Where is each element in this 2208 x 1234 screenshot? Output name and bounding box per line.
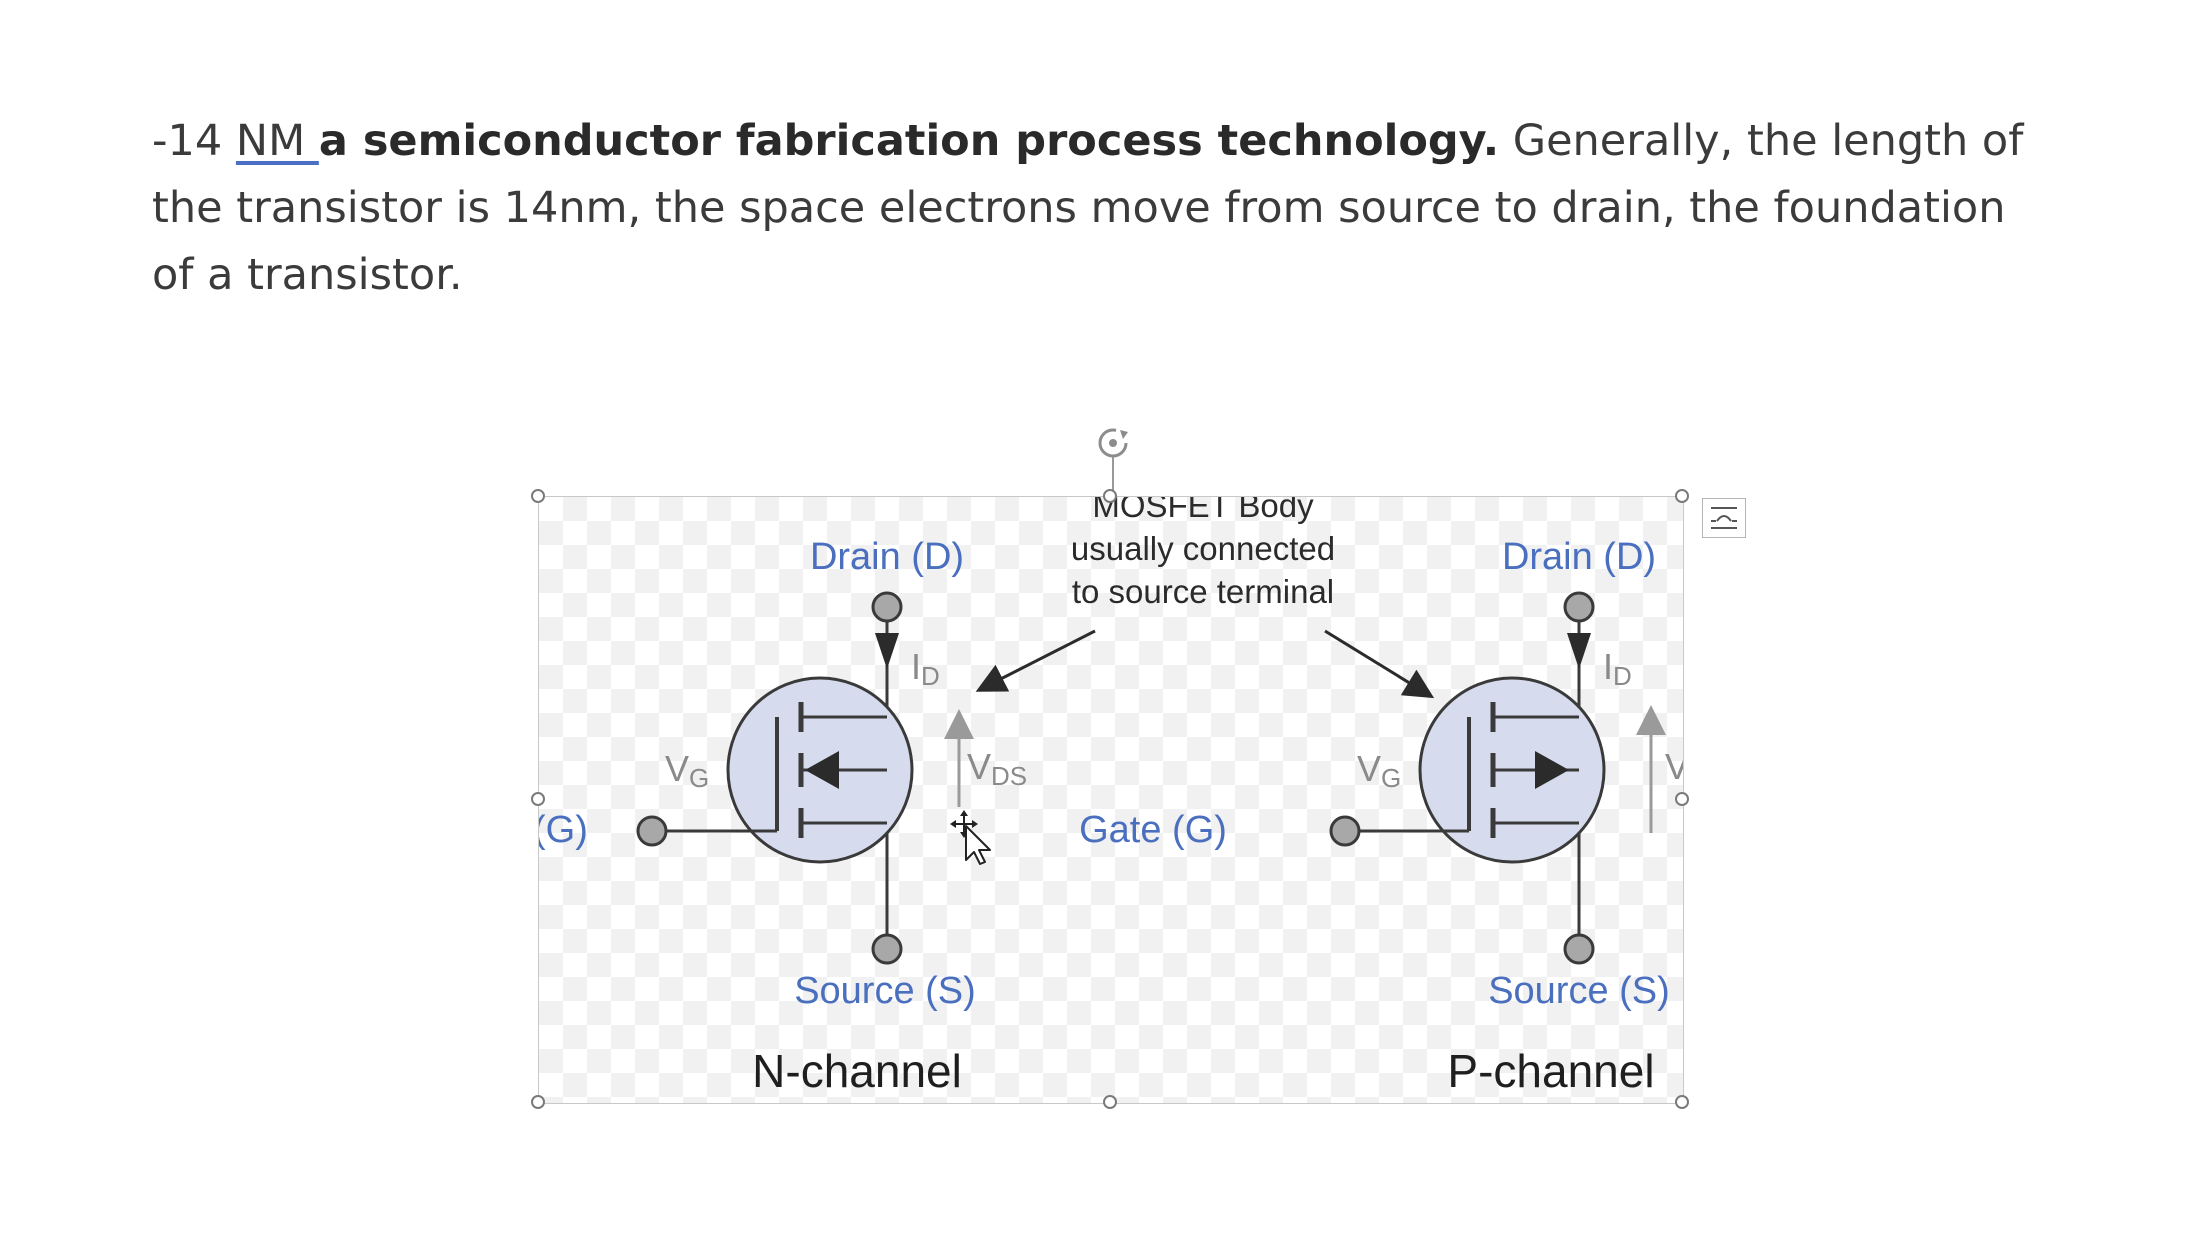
p-drain-label: Drain (D)	[1502, 536, 1656, 578]
note-arrow-right	[1324, 629, 1435, 699]
p-gate-label: Gate (G)	[1079, 809, 1227, 851]
paragraph-prefix: -14	[152, 116, 236, 166]
rotate-handle-icon[interactable]	[1090, 420, 1136, 466]
mosfet-image[interactable]: MOSFET Body usually connected to source …	[538, 496, 1684, 1104]
mosfet-diagram: MOSFET Body usually connected to source …	[539, 497, 1683, 1097]
resize-handle-top-left[interactable]	[531, 489, 545, 503]
resize-handle-bottom-center[interactable]	[1103, 1095, 1117, 1109]
n-source-label: Source (S)	[794, 970, 976, 1012]
p-source-label: Source (S)	[1488, 970, 1670, 1012]
n-gate-label: (G)	[539, 809, 588, 851]
rotate-stem	[1112, 456, 1114, 498]
p-channel-title: P-channel	[1447, 1045, 1654, 1097]
p-vds-label: V	[1665, 746, 1683, 787]
p-vg-label: VG	[1357, 748, 1401, 793]
n-vds-label: VDS	[967, 746, 1027, 791]
document-paragraph[interactable]: -14 NM a semiconductor fabrication proce…	[152, 108, 2052, 309]
n-id-label: ID	[911, 646, 940, 691]
paragraph-bold-text: a semiconductor fabrication process tech…	[318, 116, 1500, 166]
resize-handle-middle-right[interactable]	[1675, 792, 1689, 806]
nm-link-text[interactable]: NM	[235, 116, 319, 166]
n-drain-label: Drain (D)	[810, 536, 964, 578]
p-id-label: ID	[1603, 646, 1632, 691]
move-cursor-icon	[950, 810, 991, 865]
layout-options-icon	[1711, 507, 1737, 529]
n-channel-symbol: Drain (D)	[636, 536, 974, 965]
p-channel-symbol: Drain (D)	[1329, 536, 1666, 965]
note-line-3: to source terminal	[1072, 573, 1334, 610]
paragraph-body-text: Generally, the length of the transistor …	[152, 116, 2024, 300]
resize-handle-middle-left[interactable]	[531, 792, 545, 806]
resize-handle-top-right[interactable]	[1675, 489, 1689, 503]
note-line-2: usually connected	[1071, 530, 1335, 567]
n-channel-title: N-channel	[752, 1045, 962, 1097]
resize-handle-top-center[interactable]	[1103, 489, 1117, 503]
resize-handle-bottom-left[interactable]	[531, 1095, 545, 1109]
note-line-1: MOSFET Body	[1092, 497, 1314, 524]
n-vg-label: VG	[665, 748, 709, 793]
layout-options-button[interactable]	[1702, 498, 1746, 538]
resize-handle-bottom-right[interactable]	[1675, 1095, 1689, 1109]
note-arrow-left	[975, 629, 1096, 692]
